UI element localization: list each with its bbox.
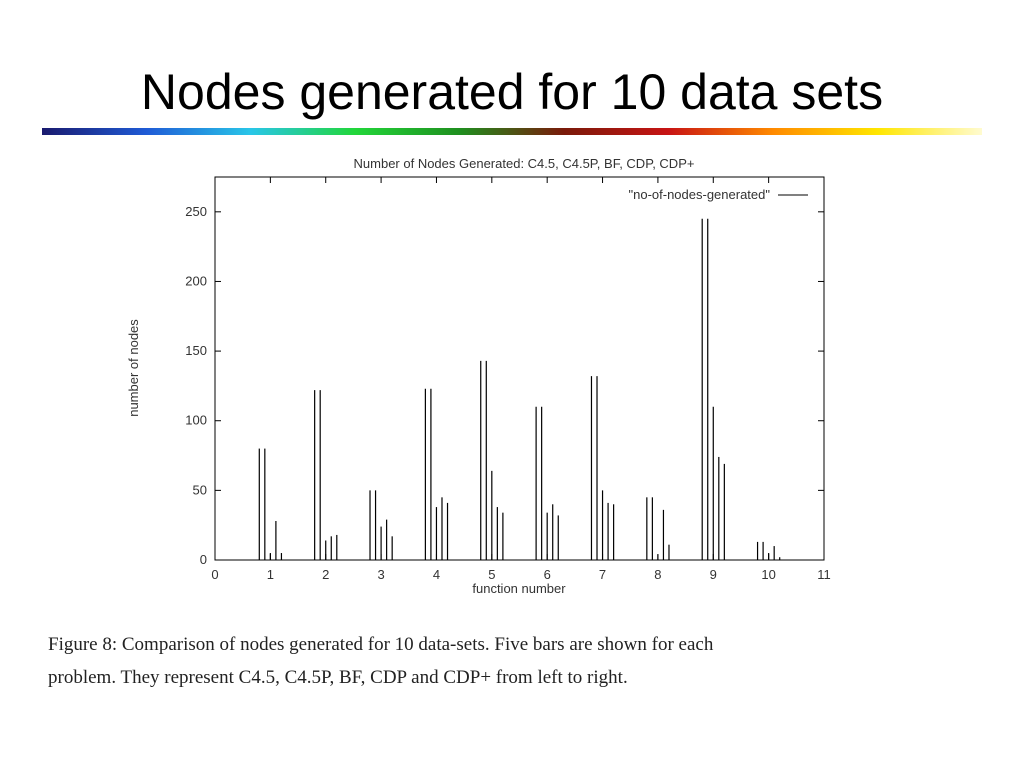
plot-frame <box>214 176 825 561</box>
x-tick-label: 2 <box>322 567 329 582</box>
y-axis-label: number of nodes <box>126 319 141 417</box>
y-tick-label: 250 <box>185 204 207 219</box>
x-tick-label: 9 <box>710 567 717 582</box>
y-tick-label: 50 <box>193 482 207 497</box>
y-tick-label: 100 <box>185 413 207 428</box>
x-tick-label: 4 <box>433 567 440 582</box>
x-tick-label: 6 <box>544 567 551 582</box>
y-tick-label: 150 <box>185 343 207 358</box>
title-gradient-rule <box>42 128 982 135</box>
y-axis: 0 50 100 150 200 250 <box>185 204 824 567</box>
x-axis-label: function number <box>472 581 566 596</box>
caption-line-1: Figure 8: Comparison of nodes generated … <box>48 634 714 655</box>
x-tick-label: 10 <box>761 567 775 582</box>
bar-chart: Number of Nodes Generated: C4.5, C4.5P, … <box>126 156 831 596</box>
x-tick-label: 11 <box>817 567 831 582</box>
legend-label: "no-of-nodes-generated" <box>629 187 771 202</box>
x-tick-label: 5 <box>488 567 495 582</box>
x-axis: 0 1 2 3 4 5 6 7 8 9 10 11 <box>211 177 831 582</box>
x-tick-label: 0 <box>211 567 218 582</box>
y-tick-label: 0 <box>200 552 207 567</box>
x-tick-label: 8 <box>654 567 661 582</box>
slide-title: Nodes generated for 10 data sets <box>140 64 884 120</box>
x-tick-label: 7 <box>599 567 606 582</box>
caption-line-2: problem. They represent C4.5, C4.5P, BF,… <box>48 667 628 688</box>
y-tick-label: 200 <box>185 273 207 288</box>
x-tick-label: 3 <box>377 567 384 582</box>
bars <box>258 218 781 560</box>
chart-title: Number of Nodes Generated: C4.5, C4.5P, … <box>354 156 695 171</box>
x-tick-label: 1 <box>267 567 274 582</box>
